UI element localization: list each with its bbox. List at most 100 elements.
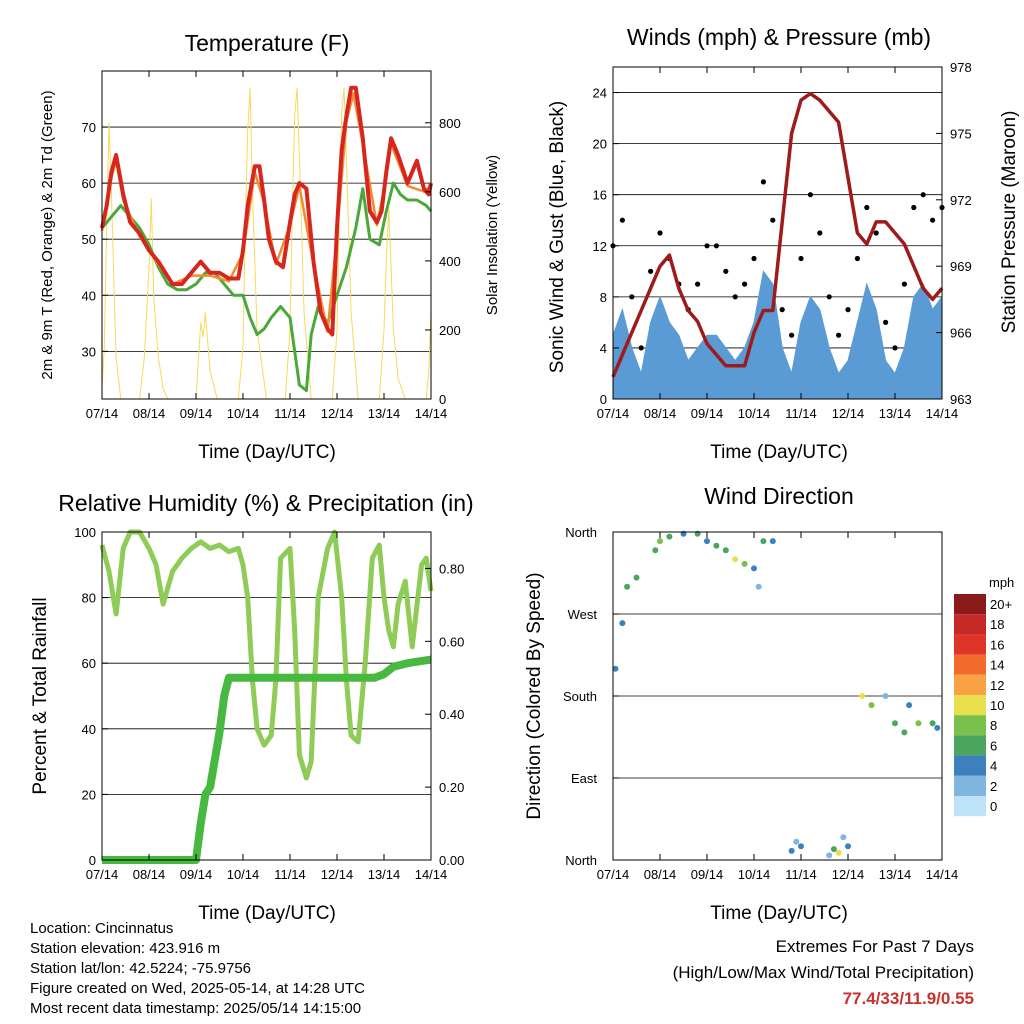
- y-tick-label: South: [563, 689, 597, 704]
- legend-label: 0: [990, 799, 997, 814]
- x-tick-label: 09/14: [691, 406, 724, 421]
- legend-label: 10: [990, 698, 1004, 713]
- legend-label: 8: [990, 718, 997, 733]
- y-tick-label: 8: [600, 290, 607, 305]
- y-tick-label: 40: [82, 722, 96, 737]
- y-tick-label: West: [568, 607, 598, 622]
- x-tick-label: 13/14: [368, 406, 401, 421]
- direction-point: [704, 538, 710, 545]
- direction-point: [840, 834, 847, 841]
- x-tick-label: 14/14: [415, 867, 448, 882]
- temperature-panel: Temperature (F) 30 40 50 60 70 0 200 400 600 800 0…: [39, 30, 501, 463]
- y2-tick-label: 966: [950, 326, 972, 341]
- extremes-box: Extremes For Past 7 Days (High/Low/Max W…: [673, 934, 974, 1012]
- humidity-plot-frame: [101, 531, 432, 861]
- y2-tick-label: 0.80: [439, 561, 464, 576]
- direction-ylabel-left: Direction (Colored By Speed): [524, 572, 545, 819]
- direction-point: [906, 702, 913, 709]
- elevation-text: Station elevation: 423.916 m: [30, 940, 221, 957]
- gust-point: [864, 204, 870, 211]
- x-tick-label: 14/14: [926, 406, 959, 421]
- humidity-ylabel-left: Percent & Total Rainfall: [30, 597, 51, 794]
- y2-tick-label: 600: [439, 185, 461, 200]
- temp-2m-line: [100, 85, 433, 337]
- dewpoint-2m-line: [100, 181, 433, 393]
- y-tick-label: 50: [82, 232, 96, 247]
- temperature-title: Temperature (F): [185, 30, 350, 56]
- x-tick-label: 10/14: [227, 406, 260, 421]
- gust-point: [732, 294, 738, 300]
- temperature-xlabel: Time (Day/UTC): [198, 442, 336, 463]
- legend-swatch: [954, 796, 986, 817]
- gust-point: [713, 243, 720, 249]
- x-tick-label: 09/14: [180, 406, 213, 421]
- legend-swatch: [954, 735, 986, 756]
- humidity-xlabel: Time (Day/UTC): [198, 903, 336, 924]
- location-text: Location: Cincinnatus: [30, 920, 174, 937]
- direction-title: Wind Direction: [704, 483, 854, 509]
- direction-series: [612, 530, 941, 859]
- recent-timestamp-text: Most recent data timestamp: 2025/05/14 1…: [30, 1000, 362, 1017]
- x-tick-label: 13/14: [879, 867, 912, 882]
- y2-tick-label: 978: [950, 60, 972, 75]
- direction-point: [901, 729, 908, 736]
- legend-label: 16: [990, 637, 1004, 652]
- gust-point: [854, 255, 861, 262]
- y-tick-label: North: [565, 525, 597, 540]
- x-tick-label: 14/14: [926, 867, 959, 882]
- winds-xlabel: Time (Day/UTC): [710, 442, 848, 463]
- temperature-series: [100, 85, 433, 400]
- winds-plot-frame: [612, 66, 943, 400]
- legend-swatch: [954, 654, 986, 675]
- direction-grid: [613, 613, 942, 779]
- x-tick-label: 09/14: [691, 867, 724, 882]
- direction-point: [755, 583, 762, 590]
- y-tick-label: 30: [82, 344, 96, 359]
- x-tick-label: 12/14: [832, 867, 865, 882]
- gust-point: [648, 268, 654, 274]
- direction-point: [713, 542, 720, 549]
- gust-point: [695, 281, 701, 287]
- y-tick-label: 0: [89, 853, 96, 868]
- y-tick-label: North: [565, 853, 597, 868]
- gust-point: [760, 179, 767, 185]
- gust-point: [657, 230, 663, 236]
- y-tick-label: 40: [82, 288, 96, 303]
- direction-point: [826, 852, 833, 859]
- x-tick-label: 13/14: [368, 867, 401, 882]
- gust-point: [826, 294, 832, 300]
- temperature-ylabel-left: 2m & 9m T (Red, Orange) & 2m Td (Green): [39, 90, 56, 379]
- x-tick-label: 08/14: [133, 867, 166, 882]
- legend-label: 12: [990, 678, 1004, 693]
- latlon-text: Station lat/lon: 42.5224; -75.9756: [30, 960, 252, 977]
- y2-tick-label: 400: [439, 254, 461, 269]
- y-tick-label: 70: [82, 120, 96, 135]
- y2-tick-label: 972: [950, 193, 972, 208]
- direction-point: [732, 556, 739, 563]
- x-tick-label: 08/14: [644, 867, 677, 882]
- y-tick-label: 0: [600, 392, 607, 407]
- winds-ylabel-right: Station Pressure (Maroon): [999, 111, 1020, 334]
- gust-point: [779, 307, 785, 313]
- y-tick-label: 24: [593, 86, 607, 101]
- x-tick-label: 09/14: [180, 867, 213, 882]
- precipitation-line: [102, 655, 432, 864]
- sonic-wind-area: [612, 270, 943, 400]
- gust-point: [883, 319, 889, 325]
- y-tick-label: 16: [593, 188, 607, 203]
- humidity-grid: [102, 597, 431, 795]
- y2-tick-label: 0.60: [439, 634, 464, 649]
- direction-point: [798, 843, 804, 850]
- gust-point: [845, 307, 851, 313]
- winds-series: [610, 91, 945, 400]
- gust-point: [930, 217, 936, 223]
- gust-point: [619, 217, 626, 223]
- legend-swatch: [954, 755, 986, 776]
- y2-tick-label: 975: [950, 126, 972, 141]
- y-tick-label: East: [571, 771, 597, 786]
- gust-point: [704, 243, 710, 249]
- direction-point: [845, 843, 851, 850]
- direction-xlabel: Time (Day/UTC): [710, 903, 848, 924]
- direction-point: [751, 565, 757, 572]
